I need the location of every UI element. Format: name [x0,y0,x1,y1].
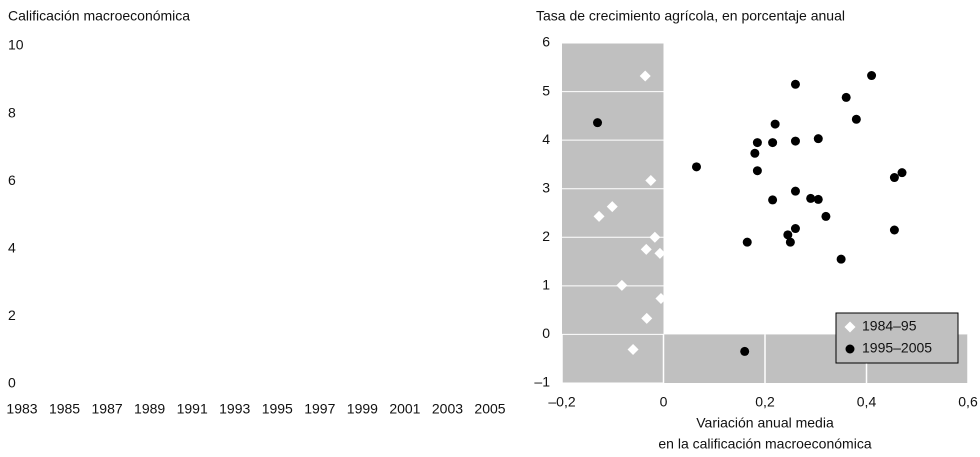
point [645,174,657,186]
point [806,193,816,203]
legend-box [835,312,959,364]
x-tick-label: 0,6 [958,394,978,410]
x-tick-label: 2003 [432,401,463,417]
point [639,70,651,82]
y-tick-label: –1 [534,374,550,390]
point [770,119,780,129]
point [649,231,661,243]
y-tick-label: 0 [542,325,550,341]
point [750,148,760,158]
x-tick-label: 1983 [6,401,37,417]
y-tick-label: 2 [8,307,16,323]
y-tick-label: 6 [8,172,16,188]
x-axis-label: Variación anual media [696,415,834,431]
x-tick-label: 0 [660,394,668,410]
point [593,210,605,222]
x-tick-label: 1985 [49,401,80,417]
negative-x-region [562,43,664,383]
x-tick-label: 0,4 [857,394,877,410]
x-tick-label: –0,2 [548,394,575,410]
point [768,195,778,205]
x-tick-label: 1999 [347,401,378,417]
point [616,279,628,291]
legend-marker [844,321,856,333]
point [742,237,752,247]
point [640,243,652,255]
legend-marker [845,344,855,354]
point [783,230,793,240]
point [889,173,899,183]
point [606,201,618,213]
point [790,136,800,146]
x-tick-label: 1991 [177,401,208,417]
y-tick-label: 3 [542,179,550,195]
point [897,168,907,178]
chart-title: Calificación macroeconómica [8,8,190,24]
y-tick-label: 2 [542,228,550,244]
x-tick-label: 0,2 [755,394,775,410]
x-tick-label: 1989 [134,401,165,417]
point [785,237,795,247]
point [790,224,800,234]
point [790,79,800,89]
point [654,247,666,259]
point [752,166,762,176]
x-tick-label: 1995 [262,401,293,417]
x-tick-label: 2001 [389,401,420,417]
x-tick-label: 1987 [92,401,123,417]
point [691,162,701,172]
x-axis-label: en la calificación macroeconómica [658,436,871,452]
point [813,134,823,144]
point [655,292,667,304]
legend-label: 1995–2005 [862,340,932,356]
y-tick-label: 8 [8,104,16,120]
x-tick-label: 1993 [219,401,250,417]
point [813,194,823,204]
x-tick-label: 2005 [474,401,505,417]
point [851,114,861,124]
legend-label: 1984–95 [862,318,917,334]
point [889,225,899,235]
point [752,138,762,148]
y-tick-label: 1 [542,277,550,293]
point [790,186,800,196]
y-tick-label: 5 [542,82,550,98]
y-tick-label: 10 [8,37,24,53]
point [836,254,846,264]
point [641,312,653,324]
point [627,343,639,355]
point [740,346,750,356]
point [593,118,603,128]
point [768,138,778,148]
point [867,71,877,81]
y-tick-label: 6 [542,34,550,50]
y-tick-label: 4 [8,240,16,256]
chart-title: Tasa de crecimiento agrícola, en porcent… [536,8,845,24]
point [841,92,851,102]
point [821,211,831,221]
y-tick-label: 4 [542,131,550,147]
y-tick-label: 0 [8,375,16,391]
x-tick-label: 1997 [304,401,335,417]
